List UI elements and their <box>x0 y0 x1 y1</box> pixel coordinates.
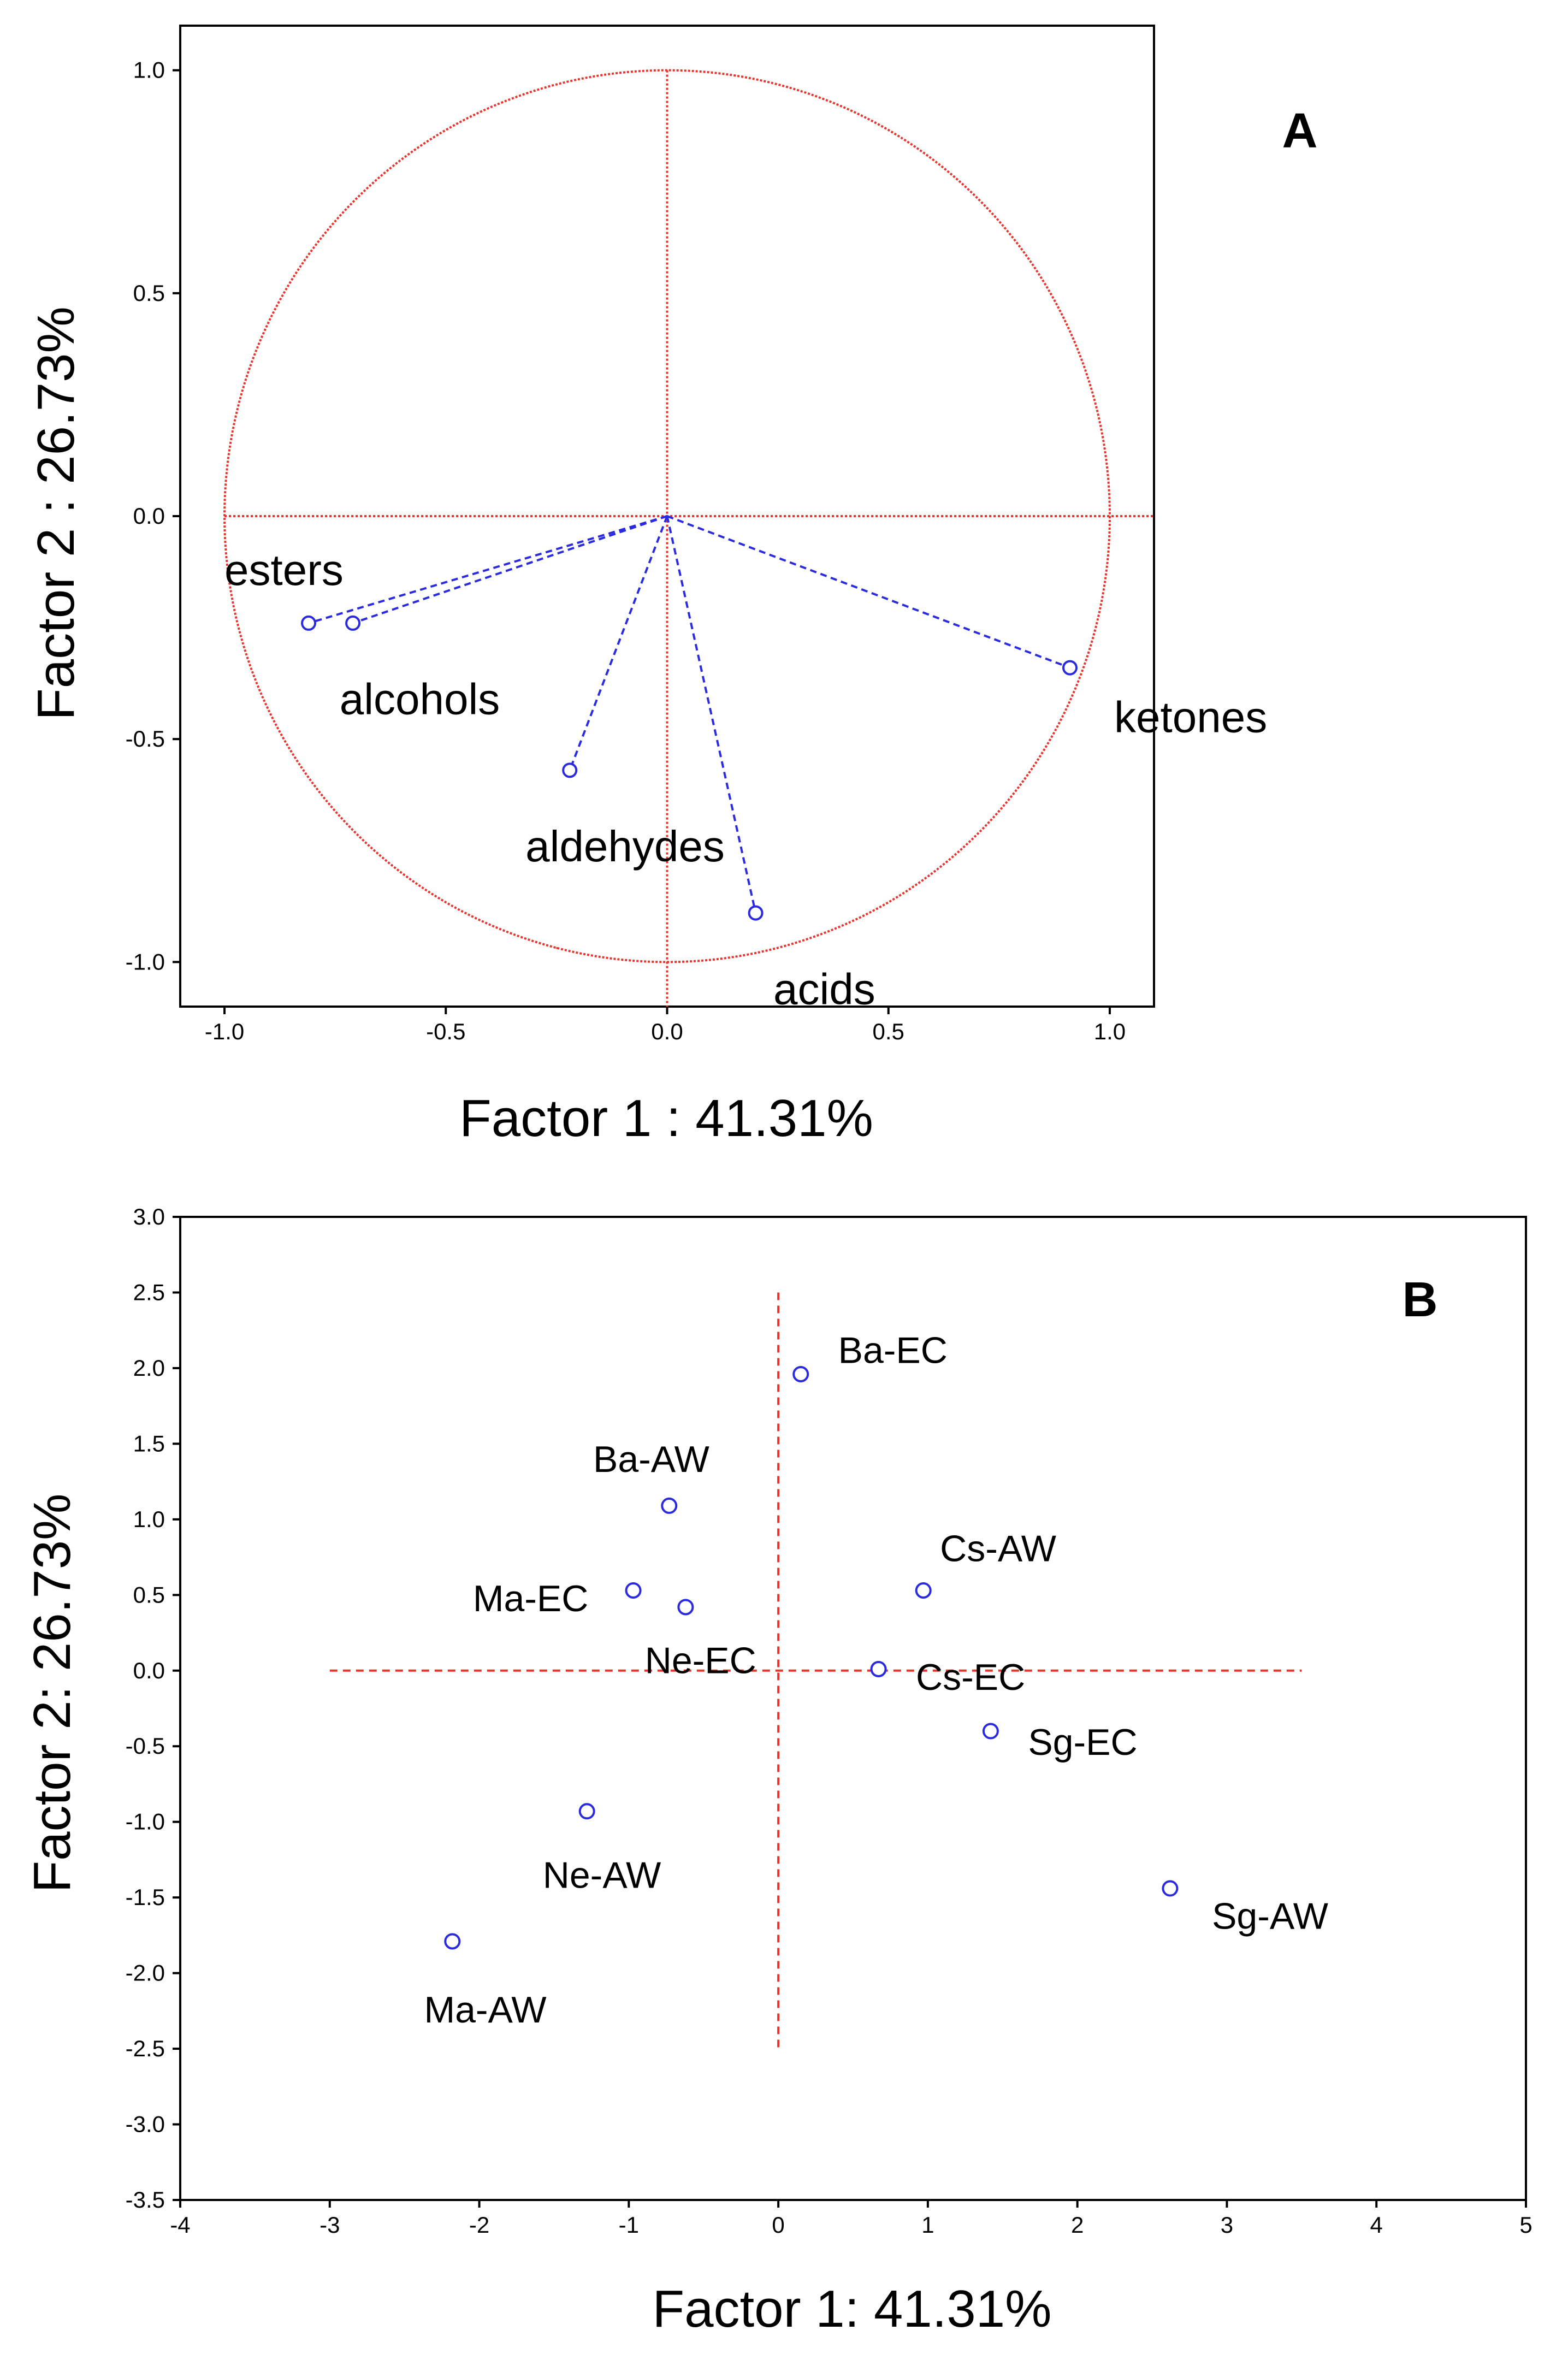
label-Cs-EC: Cs-EC <box>916 1657 1025 1698</box>
y-tick-label: 1.5 <box>133 1430 165 1456</box>
y-tick-label: -0.5 <box>126 1733 165 1759</box>
panel-a: -1.0 -0.5 0.0 0.5 1.0 1.0 0.5 0.0 -0.5 -1.0 ester… <box>27 25 1318 1148</box>
x-tick-label: -0.5 <box>426 1019 465 1044</box>
panel-b-reference-lines <box>329 1292 1302 2049</box>
label-Ba-EC: Ba-EC <box>838 1330 948 1371</box>
x-tick-label: -2 <box>469 2212 489 2238</box>
y-tick-label: -2.5 <box>126 2036 165 2061</box>
y-tick-label: 2.0 <box>133 1355 165 1381</box>
x-tick-label: 5 <box>1519 2212 1532 2238</box>
y-tick-label: 0.0 <box>133 1658 165 1683</box>
label-Ba-AW: Ba-AW <box>593 1439 709 1480</box>
point-Sg-EC <box>982 1723 999 1740</box>
point-Sg-AW <box>1162 1880 1179 1897</box>
x-tick-label: -4 <box>170 2212 190 2238</box>
label-Ma-AW: Ma-AW <box>424 1989 546 2031</box>
panel-a-x-axis-title: Factor 1 : 41.31% <box>459 1089 873 1148</box>
loading-vector-ketones <box>666 515 1070 669</box>
label-Cs-AW: Cs-AW <box>940 1528 1056 1569</box>
y-tick-label: 0.5 <box>133 1582 165 1607</box>
loading-vector-alcohols <box>352 515 668 624</box>
point-Ba-AW <box>661 1497 678 1514</box>
label-Ma-EC: Ma-EC <box>473 1578 589 1619</box>
panel-b-x-axis-title: Factor 1: 41.31% <box>652 2280 1051 2338</box>
y-tick-label: 0.5 <box>133 280 165 306</box>
point-Ne-EC <box>677 1599 694 1616</box>
y-tick-label: -3.0 <box>126 2111 165 2137</box>
panel-a-y-axis-title: Factor 2 : 26.73% <box>27 306 85 720</box>
point-acids <box>748 905 764 921</box>
panel-b-letter: B <box>1403 1273 1438 1327</box>
x-tick-label: -1 <box>619 2212 639 2238</box>
x-tick-label: 0 <box>772 2212 784 2238</box>
point-Cs-AW <box>915 1582 932 1599</box>
label-Ne-AW: Ne-AW <box>543 1855 661 1896</box>
label-aldehydes: aldehydes <box>525 822 725 871</box>
panel-b-y-axis-title: Factor 2: 26.73% <box>23 1493 81 1892</box>
panel-a-letter: A <box>1282 104 1318 158</box>
label-alcohols: alcohols <box>340 675 500 724</box>
loading-vector-esters <box>308 515 668 624</box>
y-tick-label: -0.5 <box>126 726 165 752</box>
point-alcohols <box>345 615 361 631</box>
panel-a-reference-lines <box>223 69 1154 1007</box>
point-ketones <box>1062 660 1078 676</box>
x-tick-label: 0.5 <box>873 1019 904 1044</box>
y-tick-label: -1.0 <box>126 949 165 974</box>
point-Ma-EC <box>625 1582 642 1599</box>
y-tick-label: 1.0 <box>133 57 165 83</box>
panel-b-points <box>444 1366 1179 1950</box>
y-tick-label: 3.0 <box>133 1204 165 1229</box>
x-tick-label: 4 <box>1370 2212 1383 2238</box>
point-Ne-AW <box>578 1803 595 1820</box>
point-Ba-EC <box>792 1366 809 1382</box>
x-tick-label: -1.0 <box>205 1019 244 1044</box>
point-Ma-AW <box>444 1933 461 1950</box>
x-tick-label: 1 <box>921 2212 934 2238</box>
y-tick-label: -3.5 <box>126 2187 165 2213</box>
y-tick-label: 1.0 <box>133 1506 165 1532</box>
panel-a-loading-vectors <box>308 515 1070 913</box>
loading-vector-aldehydes <box>569 516 668 771</box>
label-esters: esters <box>224 546 344 594</box>
y-tick-label: 2.5 <box>133 1279 165 1305</box>
panel-a-point-labels: esters alcohols aldehydes acids ketones <box>224 546 1267 1013</box>
label-Ne-EC: Ne-EC <box>645 1640 756 1681</box>
y-tick-label: -1.5 <box>126 1884 165 1910</box>
y-tick-label: 0.0 <box>133 503 165 529</box>
label-acids: acids <box>773 965 875 1013</box>
label-ketones: ketones <box>1114 693 1267 741</box>
panel-b-plot-frame <box>179 1216 1527 2201</box>
panel-b: -4 -3 -2 -1 0 1 2 3 4 5 3.0 2.5 2.0 1.5 1.0 0.5 0.0 -0.5 -… <box>23 1204 1533 2338</box>
panel-a-ticks: -1.0 -0.5 0.0 0.5 1.0 1.0 0.5 0.0 -0.5 -1.0 <box>126 57 1126 1044</box>
y-tick-label: -2.0 <box>126 1960 165 1986</box>
loading-vector-acids <box>666 516 757 913</box>
panel-a-points <box>301 615 1078 921</box>
x-tick-label: -3 <box>319 2212 340 2238</box>
x-tick-label: 2 <box>1071 2212 1084 2238</box>
y-tick-label: -1.0 <box>126 1809 165 1835</box>
x-tick-label: 3 <box>1221 2212 1233 2238</box>
label-Sg-EC: Sg-EC <box>1028 1722 1137 1763</box>
x-tick-label: 1.0 <box>1094 1019 1126 1044</box>
panel-b-ticks: -4 -3 -2 -1 0 1 2 3 4 5 3.0 2.5 2.0 1.5 1.0 0.5 0.0 -0.5 -… <box>126 1204 1533 2238</box>
x-tick-label: 0.0 <box>651 1019 683 1044</box>
label-Sg-AW: Sg-AW <box>1212 1895 1328 1937</box>
point-aldehydes <box>562 762 578 778</box>
point-esters <box>301 615 317 631</box>
point-Cs-EC <box>870 1661 887 1677</box>
